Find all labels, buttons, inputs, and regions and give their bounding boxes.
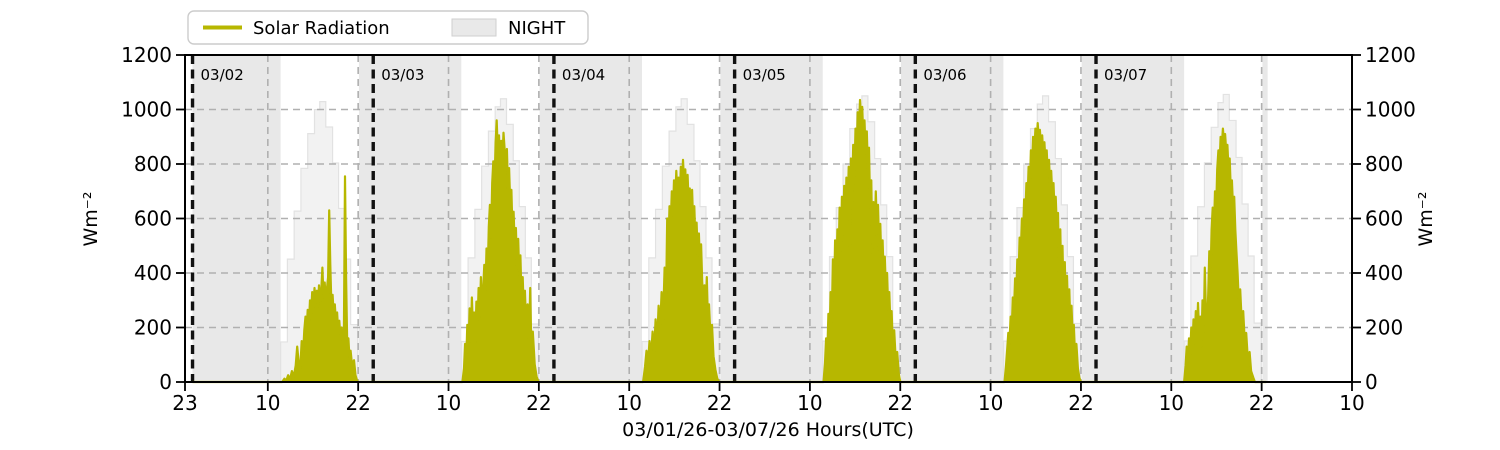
x-tick-label: 22 bbox=[345, 391, 370, 415]
x-tick-label: 10 bbox=[616, 391, 641, 415]
legend-night-label: NIGHT bbox=[508, 18, 566, 39]
x-tick-label: 10 bbox=[436, 391, 461, 415]
day-boundary-label: 03/04 bbox=[562, 66, 605, 84]
y-tick-label-right: 800 bbox=[1365, 152, 1403, 176]
solar-radiation-series bbox=[192, 98, 1267, 384]
y-tick-label-right: 400 bbox=[1365, 261, 1403, 285]
y-tick-label-left: 600 bbox=[134, 207, 172, 231]
solar-radiation-curve bbox=[192, 98, 1267, 384]
night-span bbox=[358, 55, 462, 382]
tick-labels-layer: 0 0 200 200 400 400 600 600 800 800 1000 1000 1200 12… bbox=[121, 43, 1416, 415]
y-tick-label-right: 1000 bbox=[1365, 98, 1416, 122]
y-tick-label-left: 1200 bbox=[121, 43, 172, 67]
x-tick-label: 10 bbox=[797, 391, 822, 415]
x-tick-label: 10 bbox=[255, 391, 280, 415]
day-boundary-label: 03/02 bbox=[201, 66, 244, 84]
y-tick-label-right: 1200 bbox=[1365, 43, 1416, 67]
x-tick-label: 22 bbox=[707, 391, 732, 415]
day-boundary-label: 03/06 bbox=[923, 66, 966, 84]
x-tick-label: 22 bbox=[526, 391, 551, 415]
y-tick-label-left: 400 bbox=[134, 261, 172, 285]
legend-night-patch-sample bbox=[451, 18, 497, 37]
y-tick-label-left: 1000 bbox=[121, 98, 172, 122]
x-axis-label: 03/01/26-03/07/26 Hours(UTC) bbox=[622, 419, 914, 441]
x-tick-label: 23 bbox=[172, 391, 197, 415]
day-boundary-layer: 03/02 03/03 03/04 03/05 03/06 03/07 bbox=[190, 55, 1147, 382]
x-tick-label: 22 bbox=[888, 391, 913, 415]
day-boundary-label: 03/03 bbox=[381, 66, 424, 84]
axes-frame bbox=[176, 54, 1361, 391]
x-tick-label: 10 bbox=[1159, 391, 1184, 415]
y-tick-label-right: 200 bbox=[1365, 316, 1403, 340]
gridline-layer bbox=[185, 55, 1352, 382]
x-tick-label: 22 bbox=[1068, 391, 1093, 415]
night-span bbox=[539, 55, 643, 382]
y-tick-label-right: 0 bbox=[1365, 370, 1378, 394]
y-axis-label-left: Wm⁻² bbox=[80, 192, 102, 247]
legend: Solar Radiation NIGHT bbox=[187, 10, 589, 45]
day-boundary-label: 03/07 bbox=[1104, 66, 1147, 84]
legend-solar-label: Solar Radiation bbox=[253, 18, 390, 39]
y-axis-label-right: Wm⁻² bbox=[1415, 192, 1437, 247]
y-tick-label-right: 600 bbox=[1365, 207, 1403, 231]
x-tick-label: 10 bbox=[1339, 391, 1364, 415]
y-tick-label-left: 800 bbox=[134, 152, 172, 176]
y-tick-label-left: 200 bbox=[134, 316, 172, 340]
clear-sky-step-curve bbox=[280, 100, 359, 383]
x-tick-label: 10 bbox=[978, 391, 1003, 415]
x-tick-label: 22 bbox=[1249, 391, 1274, 415]
day-boundary-label: 03/05 bbox=[743, 66, 786, 84]
y-tick-label-left: 0 bbox=[159, 370, 172, 394]
